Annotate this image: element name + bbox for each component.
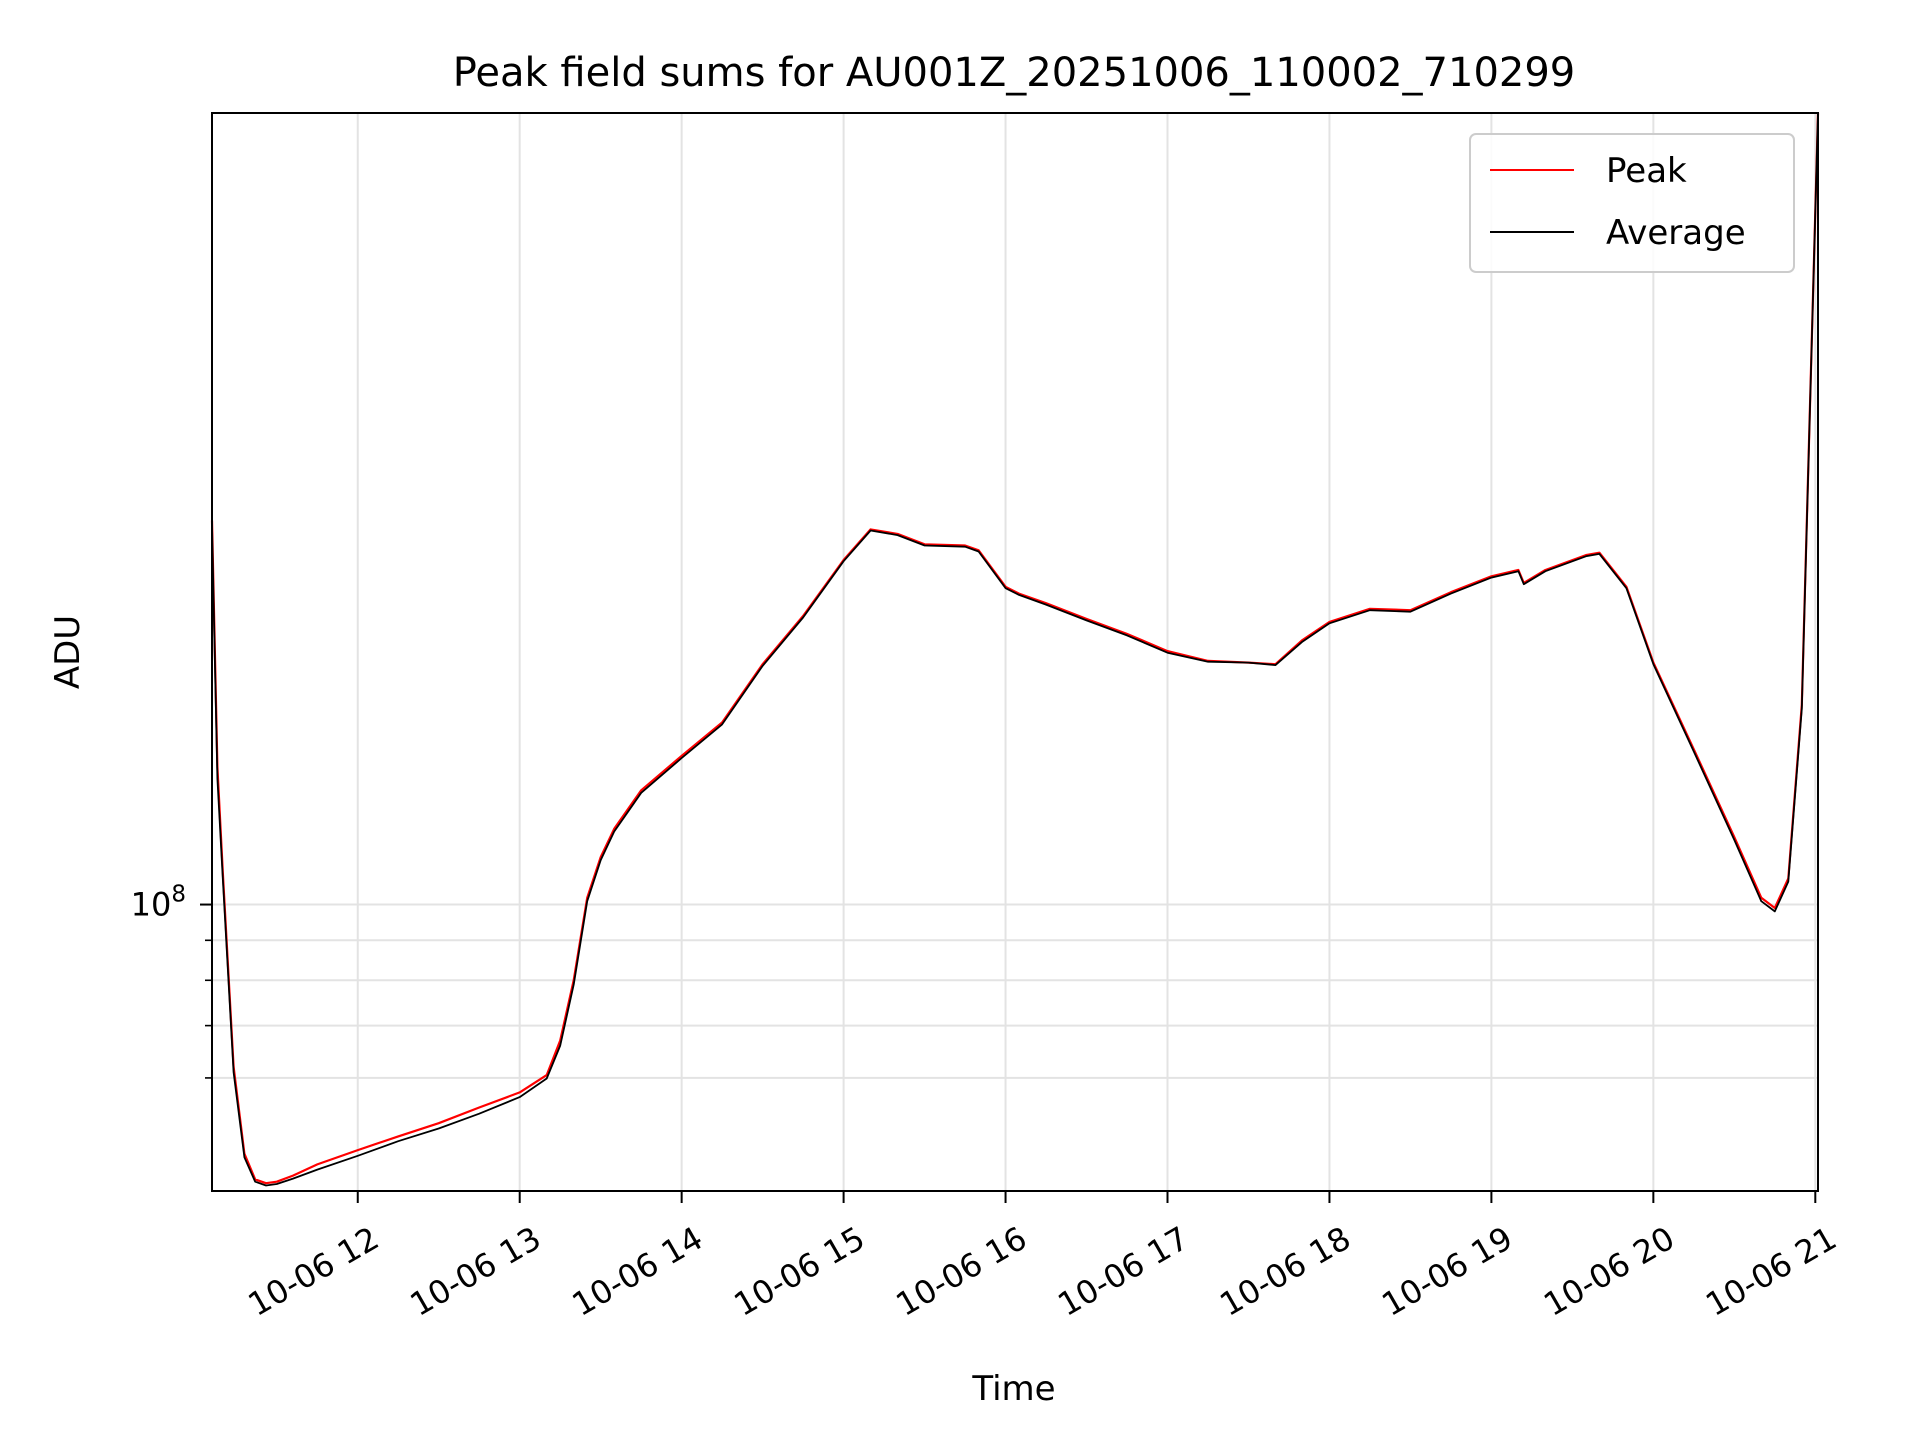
legend-label: Average (1606, 213, 1746, 253)
y-tick-label-exponent: 8 (171, 882, 186, 908)
series-line-peak (210, 112, 1820, 1185)
y-tick-label-base: 10 (131, 886, 172, 924)
y-axis-label: ADU (48, 615, 88, 689)
chart-title: Peak field sums for AU001Z_20251006_1100… (453, 50, 1576, 96)
legend-label: Peak (1606, 151, 1687, 191)
legend: Peak Average (1469, 133, 1795, 273)
plot-area-frame (211, 112, 1819, 1192)
legend-box (1469, 133, 1795, 273)
series-lines (210, 112, 1820, 1187)
x-axis-label: Time (971, 1369, 1055, 1409)
grid (212, 113, 1818, 1191)
y-tick-label: 108 (131, 882, 186, 924)
series-line-average (211, 112, 1819, 1187)
y-axis-ticks: 108 (131, 882, 212, 1079)
